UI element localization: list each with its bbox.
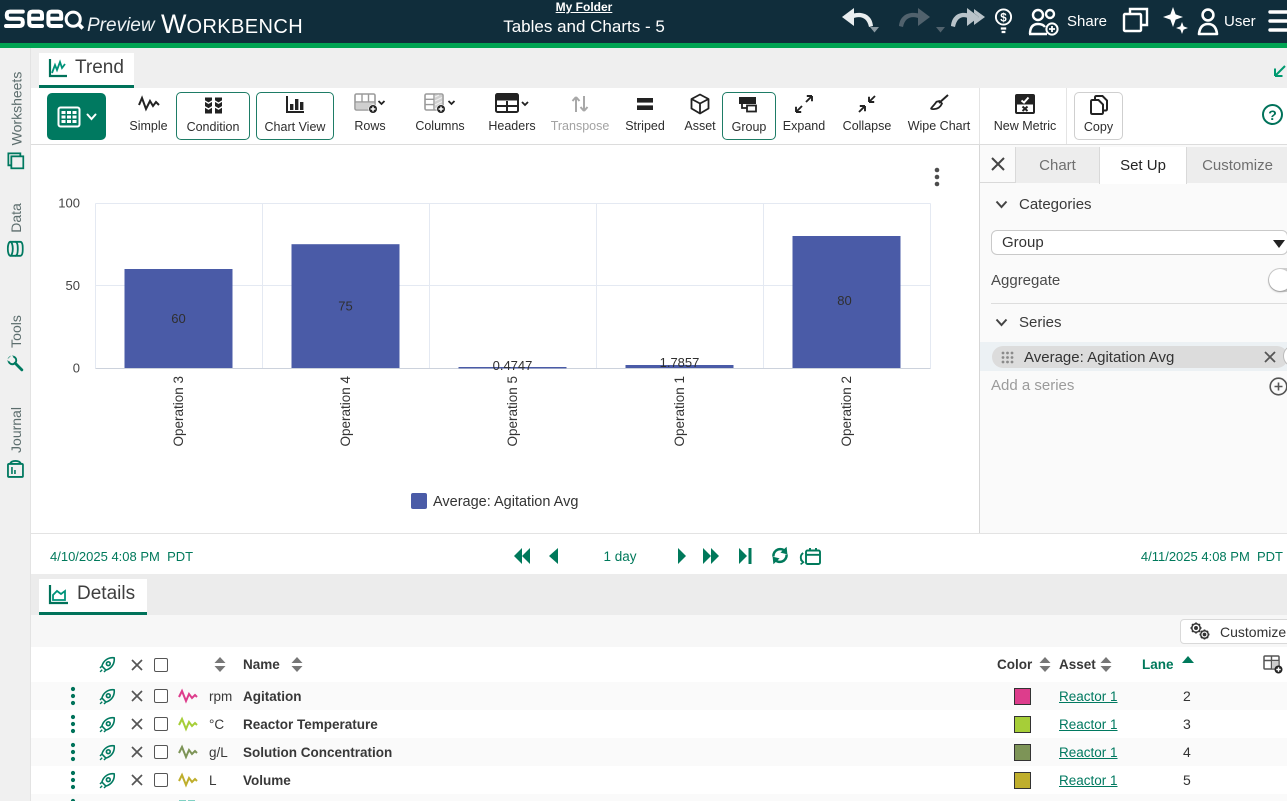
svg-text:0: 0 [73, 361, 80, 376]
svg-text:Operation 2: Operation 2 [839, 376, 854, 447]
svg-text:Operation 1: Operation 1 [672, 376, 687, 447]
svg-text:$: $ [1000, 13, 1007, 25]
svg-text:50: 50 [66, 278, 80, 293]
svg-text:Share: Share [1067, 13, 1107, 30]
svg-text:80: 80 [837, 293, 851, 308]
svg-text:Average: Agitation Avg: Average: Agitation Avg [433, 494, 578, 510]
svg-text:User: User [1224, 13, 1256, 30]
svg-text:Operation 3: Operation 3 [171, 376, 186, 447]
svg-text:60: 60 [171, 311, 185, 326]
svg-text:Operation 4: Operation 4 [338, 376, 353, 447]
svg-text:0.4747: 0.4747 [493, 358, 533, 373]
svg-text:1.7857: 1.7857 [660, 355, 700, 370]
svg-text:Preview: Preview [87, 15, 156, 36]
svg-text:100: 100 [58, 196, 80, 211]
svg-text:Operation 5: Operation 5 [505, 376, 520, 447]
svg-text:1 day: 1 day [603, 549, 636, 564]
svg-text:75: 75 [338, 299, 352, 314]
svg-text:WORKBENCH: WORKBENCH [161, 9, 303, 39]
